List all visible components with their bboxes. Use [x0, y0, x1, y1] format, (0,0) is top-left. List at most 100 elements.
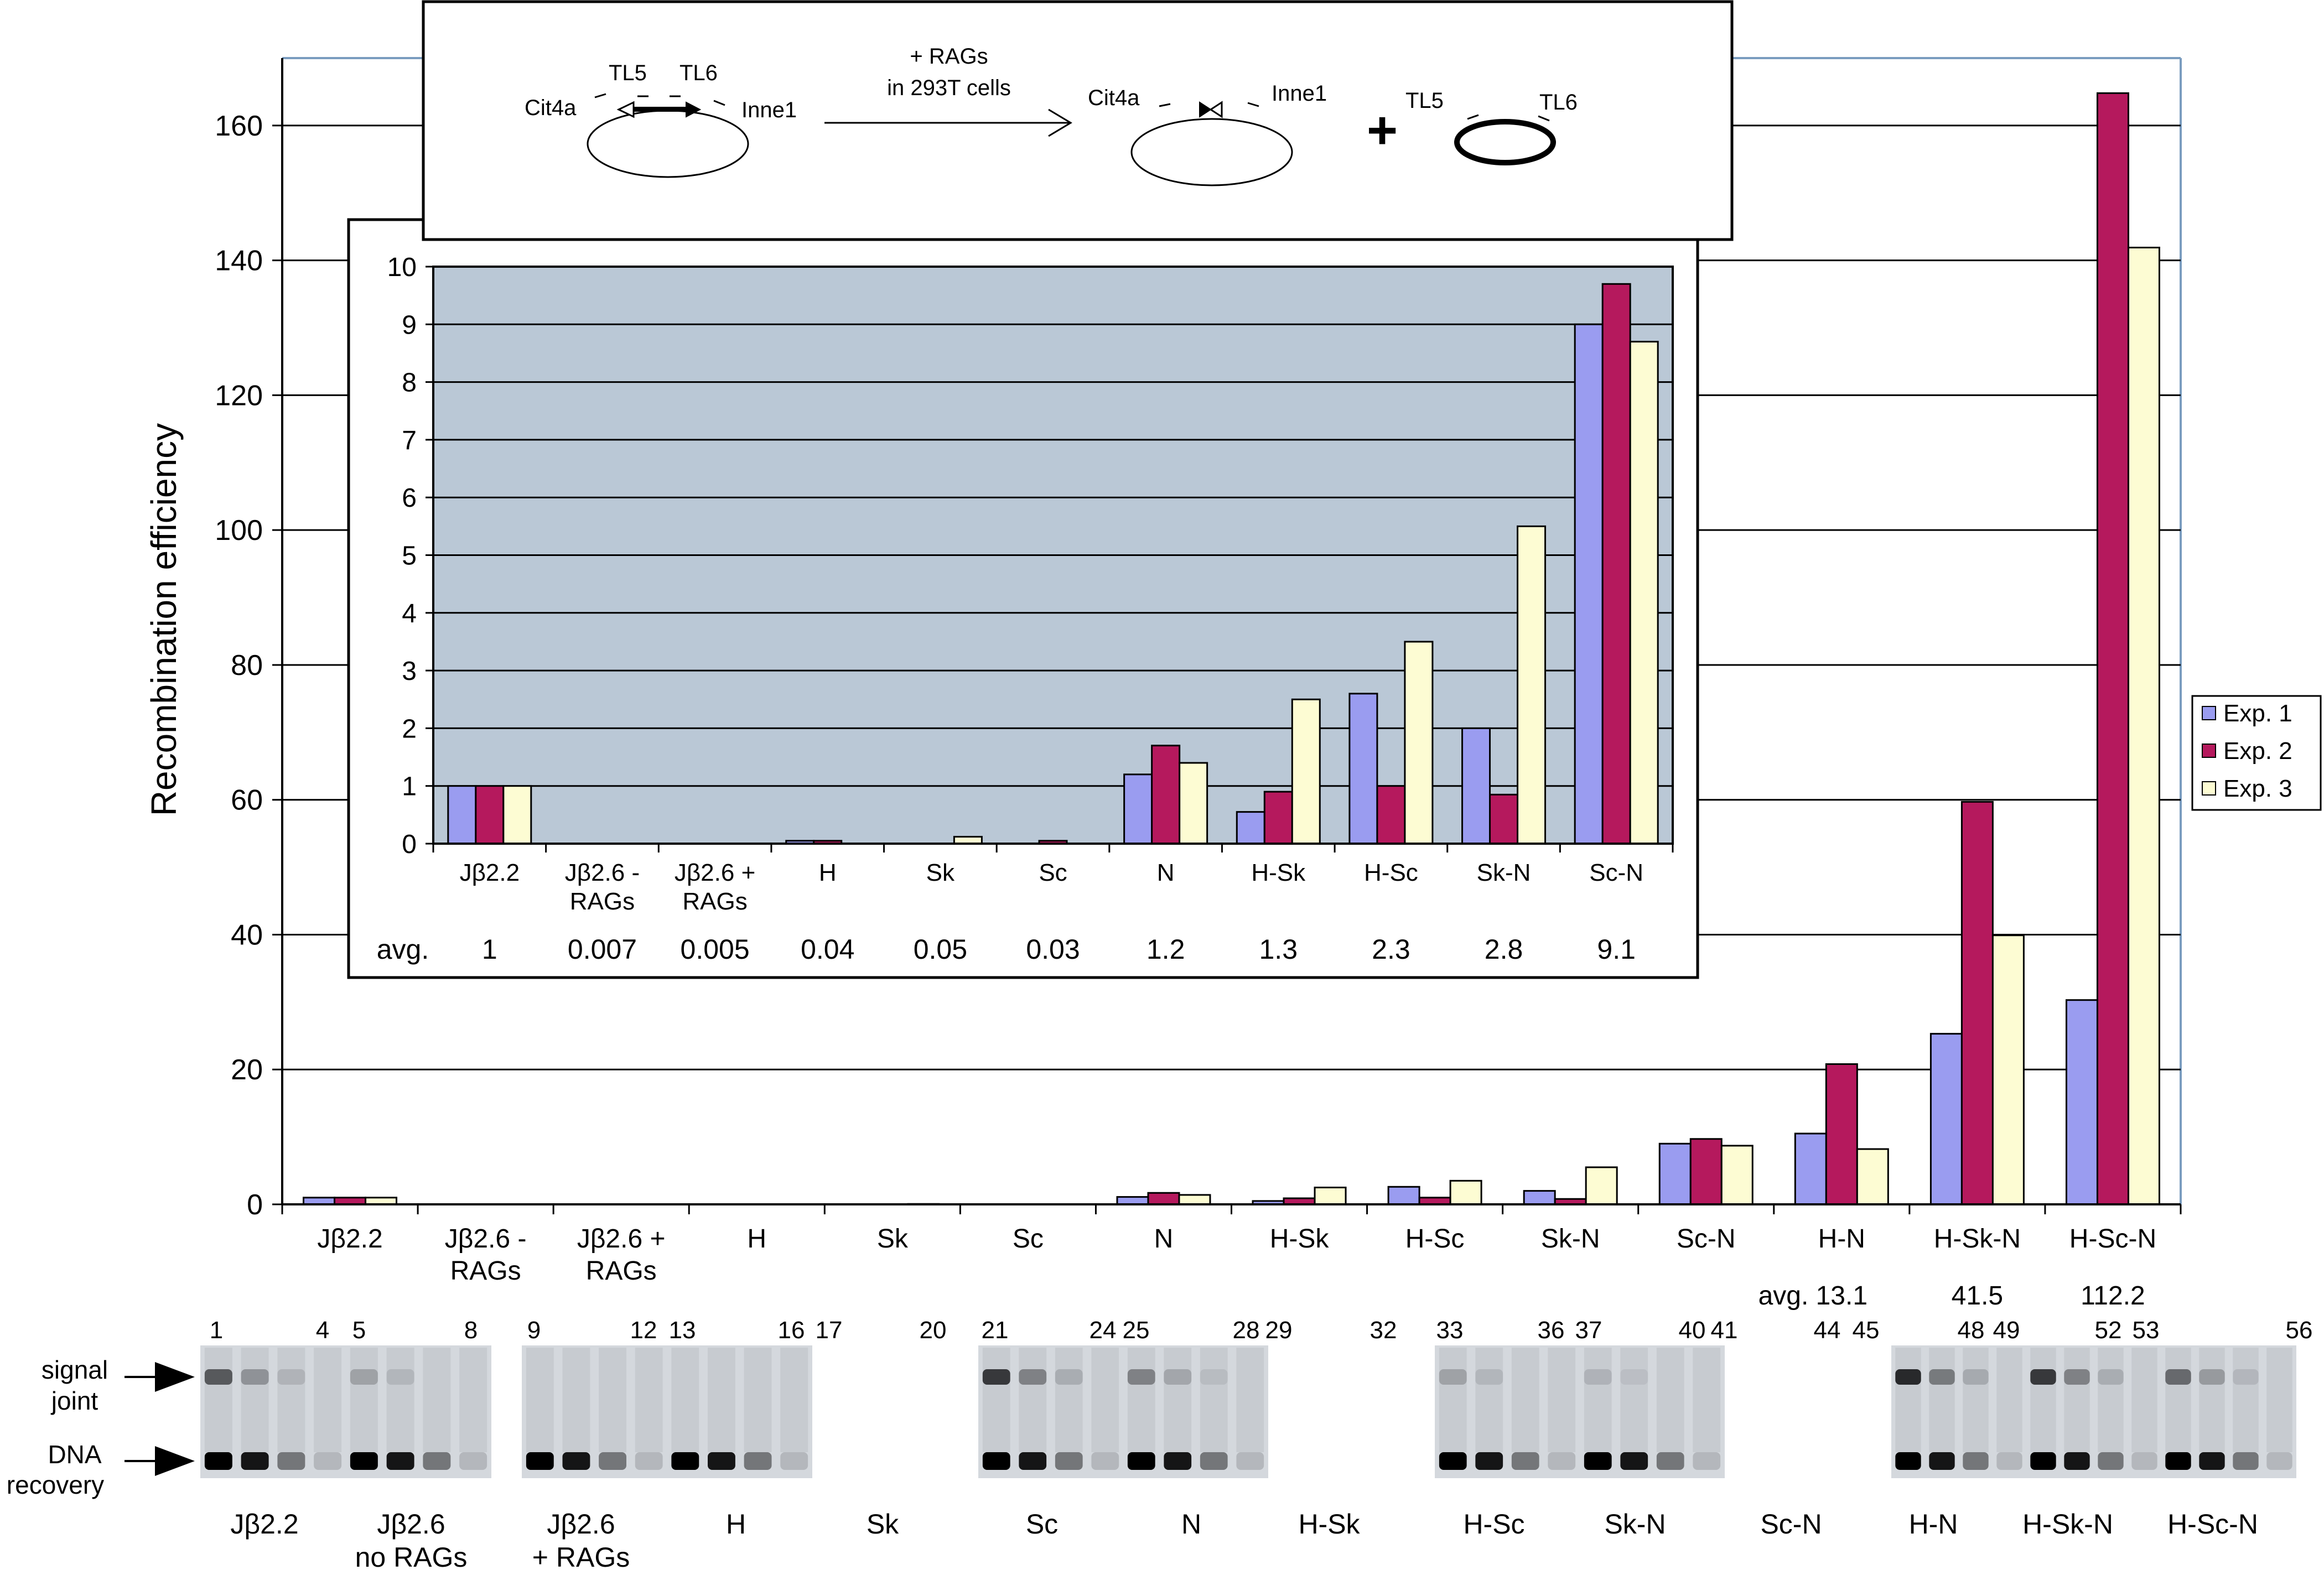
main-y-tick-label: 20	[231, 1054, 263, 1086]
gel-lane-smear	[2131, 1348, 2157, 1452]
gel-lane-number: 40	[1679, 1317, 1706, 1344]
rss-open-triangle	[616, 101, 635, 118]
gel-lane-number: 41	[1711, 1317, 1738, 1344]
primer-arrow-tl6-right	[1538, 115, 1550, 122]
inset-bar	[1461, 727, 1491, 845]
gel-band-recovery	[635, 1452, 663, 1470]
gel-lane-smear	[599, 1348, 626, 1452]
gel-lane-smear	[982, 1348, 1010, 1452]
main-avg-value: 13.1	[1816, 1281, 1868, 1311]
inset-x-tick-label: RAGs	[682, 888, 747, 915]
inset-gridlines	[433, 323, 1673, 787]
inset-bar	[502, 785, 532, 845]
schematic-box	[422, 0, 1734, 241]
main-y-tick-label: 160	[215, 110, 263, 142]
main-bar	[1856, 1148, 1889, 1205]
gel-lane-smear	[2266, 1348, 2292, 1452]
gel-band-recovery	[982, 1452, 1010, 1470]
legend: Exp. 1 Exp. 2 Exp. 3	[2191, 695, 2322, 811]
gel-band-recovery	[350, 1452, 378, 1470]
inset-avg-value: 1.2	[1147, 934, 1185, 965]
gel-band-recovery	[1548, 1452, 1576, 1470]
gel-lane-number: 32	[1370, 1317, 1397, 1344]
inset-avg-value: 0.03	[1026, 934, 1080, 965]
gel-band-recovery	[1055, 1452, 1083, 1470]
gel-lane-smear	[1929, 1348, 1955, 1452]
gel-band-recovery	[314, 1452, 342, 1470]
main-avg-row: avg. 13.1 41.5 112.2	[1758, 1281, 2145, 1311]
gel-lane-number: 17	[816, 1317, 843, 1344]
inset-y-tick-label: 10	[387, 253, 417, 282]
main-x-tick-label: Sk	[877, 1224, 909, 1254]
gel-band-signal	[1200, 1369, 1228, 1385]
main-bar	[2096, 92, 2129, 1205]
gel-lane-number: 49	[1993, 1317, 2020, 1344]
gel-band-signal	[1584, 1369, 1612, 1385]
legend-swatch-exp1	[2202, 706, 2216, 720]
gel-sample-label: Jβ2.6	[547, 1509, 615, 1540]
main-bar	[1794, 1132, 1827, 1205]
gel-recovery-label-2: recovery	[7, 1470, 104, 1499]
main-y-axis-label: Recombination efficiency	[144, 423, 184, 816]
gel-sample-label: H-Sk	[1298, 1509, 1360, 1540]
primer-arrow-cit4a	[594, 93, 606, 98]
main-avg-value: 112.2	[2081, 1281, 2145, 1311]
inset-x-tick-label: Sc-N	[1589, 859, 1643, 886]
main-x-tick-label: H-Sc	[1405, 1224, 1465, 1254]
gel-band-recovery	[708, 1452, 735, 1470]
gel-lane-smear	[1475, 1348, 1503, 1452]
main-bar	[1449, 1179, 1482, 1205]
inset-avg-row: avg. 1 0.007 0.005 0.04 0.05 0.03 1.2 1.3 2.3 2.8 9…	[377, 934, 1636, 965]
gel-band-recovery	[1996, 1452, 2022, 1470]
inset-bar	[1404, 641, 1434, 845]
gel-lane-smear	[2165, 1348, 2191, 1452]
gel-band-signal	[1055, 1369, 1083, 1385]
gel-band-recovery	[1127, 1452, 1155, 1470]
primer-arrow-tl5-right	[1467, 114, 1479, 120]
main-bar	[1991, 934, 2025, 1205]
inset-y-ticks: 0 1 2 3 4 5 6 7 8 9 10	[387, 253, 433, 859]
gel-band-signal	[1620, 1369, 1648, 1385]
gel-sample-label: Jβ2.2	[230, 1509, 298, 1540]
main-x-tick-label: Jβ2.2	[317, 1224, 382, 1254]
reaction-arrow-head	[1048, 108, 1072, 137]
gel-lane-smear	[1511, 1348, 1539, 1452]
gel-sample-sublabel: no RAGs	[355, 1542, 468, 1573]
legend-label-exp2: Exp. 2	[2223, 737, 2292, 765]
inset-y-tick-label: 6	[402, 484, 417, 513]
main-avg-label: avg.	[1758, 1281, 1809, 1311]
gel-lane-smear	[1996, 1348, 2022, 1452]
inset-avg-value: 9.1	[1597, 934, 1636, 965]
main-y-tick-label: 120	[215, 380, 263, 412]
schematic-label-cit4a-left: Cit4a	[525, 96, 577, 120]
inset-bar	[1291, 698, 1321, 845]
main-x-tick-label: Sk-N	[1541, 1224, 1600, 1254]
main-x-tick-label: Sc-N	[1677, 1224, 1736, 1254]
inset-bar	[1517, 525, 1547, 845]
main-bar	[1178, 1194, 1211, 1205]
inset-y-tick-label: 0	[402, 830, 417, 859]
main-bar	[1387, 1186, 1420, 1205]
gel-band-recovery	[1929, 1452, 1955, 1470]
main-y-tick-label: 40	[231, 919, 263, 951]
gel-lane-smear	[2233, 1348, 2259, 1452]
gel-band-recovery	[459, 1452, 487, 1470]
gel-band-signal	[2199, 1369, 2225, 1385]
gel-lane-number: 25	[1123, 1317, 1150, 1344]
primer-arrow-cit4a-mid	[1159, 103, 1171, 107]
gel-lane-smear	[744, 1348, 772, 1452]
inset-y-tick-label: 1	[402, 772, 417, 802]
gel-lane-smear	[635, 1348, 663, 1452]
main-bar	[1720, 1145, 1754, 1205]
main-x-tick-label: Jβ2.6 +	[577, 1224, 666, 1254]
inset-bar	[1629, 341, 1659, 845]
gel-band-signal	[2098, 1369, 2124, 1385]
inset-avg-value: 1.3	[1259, 934, 1298, 965]
inset-bar	[1601, 283, 1631, 845]
legend-label-exp1: Exp. 1	[2223, 700, 2292, 727]
gel-band-recovery	[780, 1452, 808, 1470]
inset-bars	[447, 283, 1659, 845]
inset-avg-value: 2.8	[1485, 934, 1523, 965]
gel-band-recovery	[1620, 1452, 1648, 1470]
